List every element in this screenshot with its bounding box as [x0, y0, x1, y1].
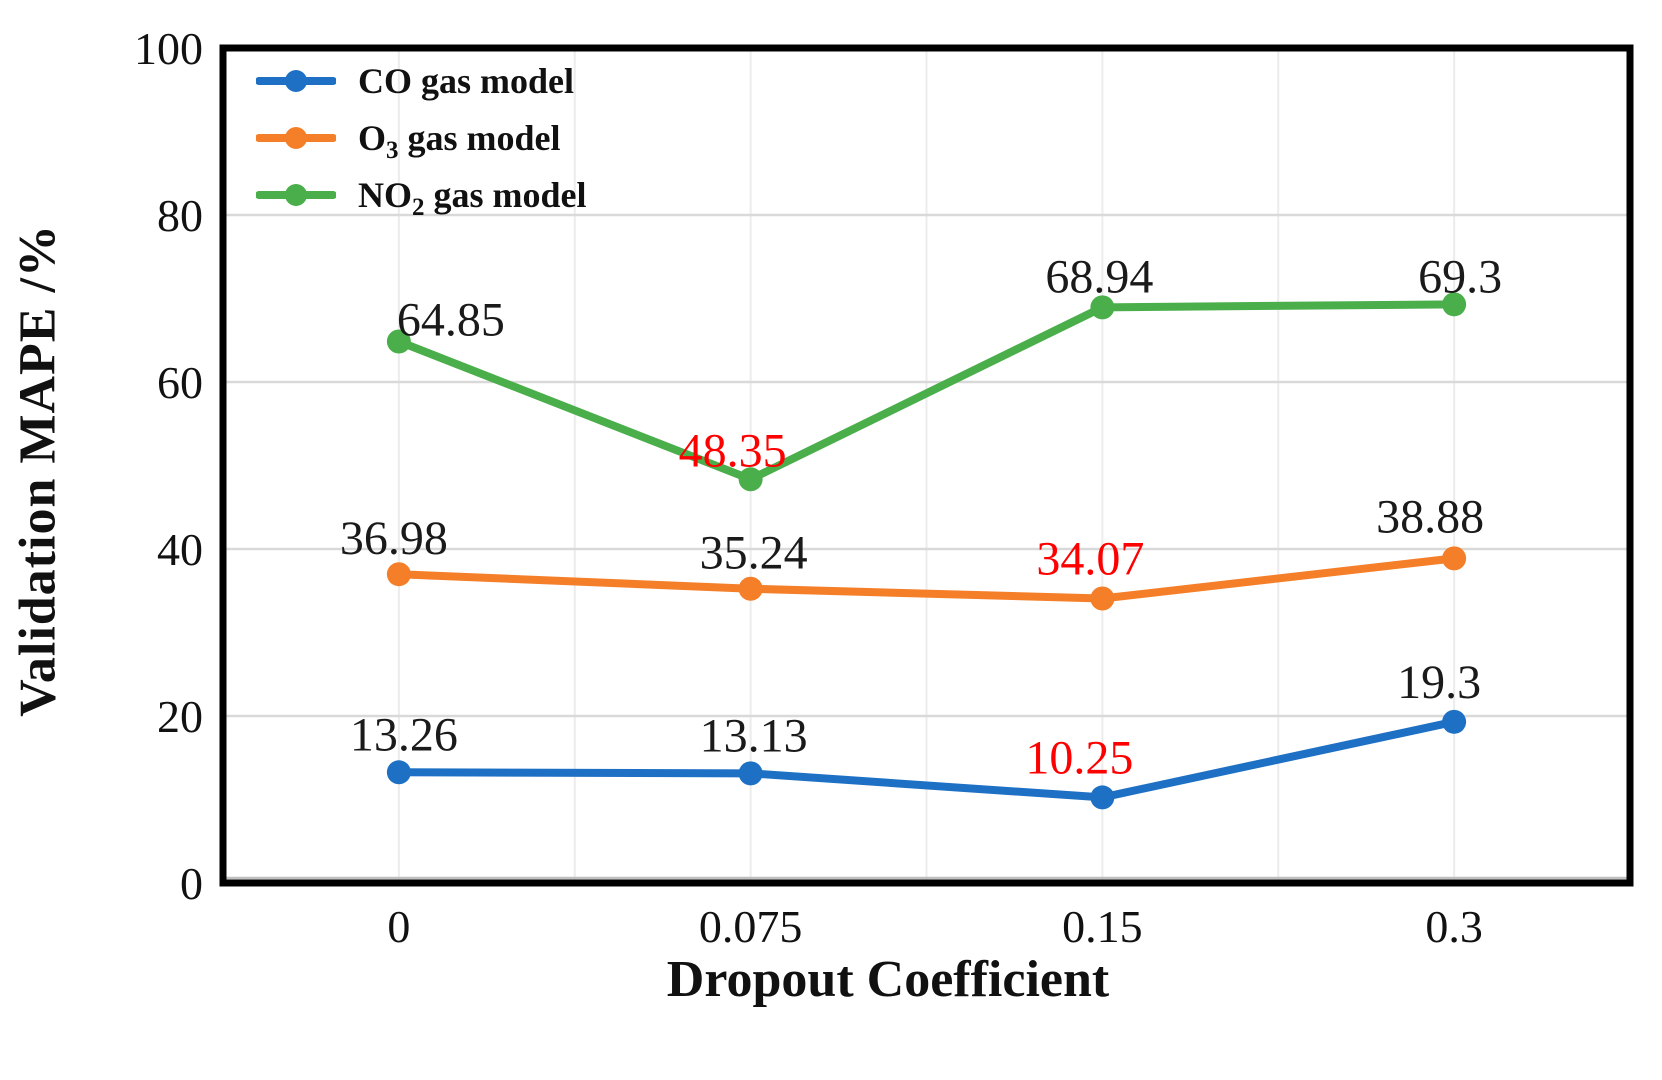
legend-line-dot-icon	[256, 69, 336, 92]
legend-item-no2: NO2 gas model	[256, 166, 587, 223]
series-line-o3	[394, 554, 1459, 603]
legend-label-rest: gas model	[424, 174, 587, 215]
y-tick-label: 80	[157, 190, 203, 241]
x-tick-label: 0.075	[699, 901, 803, 952]
data-point	[386, 760, 411, 785]
x-tick-label: 0	[387, 901, 410, 952]
data-label: 48.35	[679, 424, 787, 477]
data-label: 64.85	[397, 294, 505, 347]
series-line-no2	[394, 300, 1459, 484]
data-label: 13.26	[350, 708, 458, 761]
y-tick-label: 100	[134, 23, 203, 74]
data-point	[1090, 295, 1115, 320]
y-tick-label: 60	[157, 357, 203, 408]
legend-line-dot-icon	[256, 126, 336, 149]
y-tick-label: 20	[157, 691, 203, 742]
data-point	[1442, 709, 1467, 734]
legend-line-dot-icon	[256, 183, 336, 206]
data-label: 13.13	[700, 709, 808, 762]
data-point	[386, 562, 411, 587]
data-point	[738, 467, 763, 492]
legend-label-rest: gas model	[412, 60, 574, 101]
data-label: 34.07	[1036, 533, 1144, 586]
y-tick-label: 0	[180, 858, 203, 909]
plot-frame	[219, 44, 1634, 887]
data-point	[738, 761, 763, 786]
x-axis-title: Dropout Coefficient	[666, 951, 1110, 1008]
data-label: 35.24	[700, 527, 808, 580]
data-point	[1442, 292, 1467, 317]
data-label: 38.88	[1376, 490, 1484, 543]
legend-item-co: CO gas model	[256, 52, 587, 109]
data-point	[1090, 586, 1115, 611]
legend-label-o3: O3 gas model	[358, 117, 561, 163]
x-tick-label: 0.15	[1062, 901, 1143, 952]
legend-label-text: CO	[358, 60, 412, 101]
data-label: 69.3	[1418, 250, 1502, 303]
legend-label-no2: NO2 gas model	[358, 174, 587, 220]
legend-label-subscript: 2	[412, 193, 425, 221]
data-point	[1442, 546, 1467, 571]
data-label: 19.3	[1397, 656, 1481, 709]
legend-label-rest: gas model	[398, 117, 561, 158]
data-label: 36.98	[340, 512, 448, 565]
legend-label-subscript: 3	[386, 136, 399, 164]
data-label: 10.25	[1025, 731, 1133, 784]
data-point	[1090, 785, 1115, 810]
legend: CO gas model O3 gas model NO2 gas model	[256, 52, 587, 223]
legend-item-o3: O3 gas model	[256, 109, 587, 166]
y-tick-label: 40	[157, 524, 203, 575]
legend-label-text: O	[358, 117, 387, 158]
legend-label-co: CO gas model	[358, 60, 574, 102]
x-tick-label: 0.3	[1425, 901, 1483, 952]
data-point	[738, 576, 763, 601]
legend-label-text: NO	[358, 174, 412, 215]
data-label: 68.94	[1045, 250, 1153, 303]
data-point	[386, 329, 411, 354]
series-line-co	[394, 717, 1459, 802]
